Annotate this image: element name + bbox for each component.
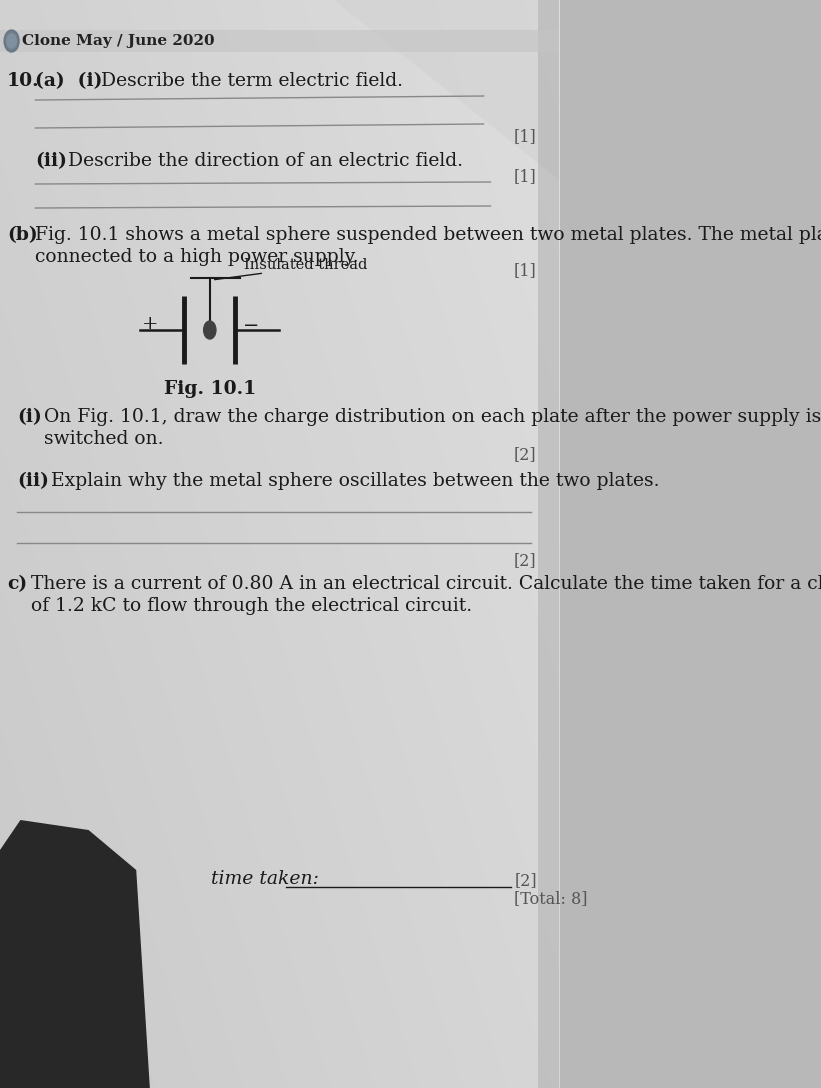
Text: (ii): (ii): [17, 472, 49, 490]
Text: connected to a high power supply.: connected to a high power supply.: [35, 248, 359, 265]
Polygon shape: [334, 0, 559, 180]
Text: [Total: 8]: [Total: 8]: [514, 890, 588, 907]
Text: 10.: 10.: [7, 72, 39, 90]
Text: [1]: [1]: [514, 128, 536, 145]
Text: (i): (i): [17, 408, 42, 426]
Text: Fig. 10.1: Fig. 10.1: [163, 380, 256, 398]
Text: [2]: [2]: [514, 552, 536, 569]
Text: Describe the term electric field.: Describe the term electric field.: [101, 72, 403, 90]
Text: switched on.: switched on.: [44, 430, 163, 448]
Text: +: +: [141, 316, 158, 333]
Text: On Fig. 10.1, draw the charge distribution on each plate after the power supply : On Fig. 10.1, draw the charge distributi…: [44, 408, 821, 426]
Text: (b): (b): [7, 226, 38, 244]
Circle shape: [7, 34, 16, 48]
Text: Fig. 10.1 shows a metal sphere suspended between two metal plates. The metal pla: Fig. 10.1 shows a metal sphere suspended…: [35, 226, 821, 244]
Text: Clone May / June 2020: Clone May / June 2020: [22, 34, 214, 48]
Polygon shape: [0, 820, 150, 1088]
Text: [2]: [2]: [514, 446, 536, 463]
Circle shape: [204, 321, 216, 339]
Text: of 1.2 kC to flow through the electrical circuit.: of 1.2 kC to flow through the electrical…: [30, 597, 472, 615]
Text: [1]: [1]: [514, 262, 536, 279]
FancyBboxPatch shape: [538, 0, 559, 1088]
Text: time taken:: time taken:: [211, 870, 319, 888]
Text: Insulated thread: Insulated thread: [244, 258, 367, 272]
Text: c): c): [7, 574, 27, 593]
Text: (a)  (i): (a) (i): [35, 72, 103, 90]
Circle shape: [4, 30, 19, 52]
FancyBboxPatch shape: [0, 30, 559, 52]
Text: −: −: [243, 317, 259, 335]
Text: [2]: [2]: [514, 871, 537, 889]
Text: [1]: [1]: [514, 168, 536, 185]
Text: (ii): (ii): [35, 152, 67, 170]
Text: Explain why the metal sphere oscillates between the two plates.: Explain why the metal sphere oscillates …: [51, 472, 659, 490]
Text: There is a current of 0.80 A in an electrical circuit. Calculate the time taken : There is a current of 0.80 A in an elect…: [30, 574, 821, 593]
Text: Describe the direction of an electric field.: Describe the direction of an electric fi…: [68, 152, 463, 170]
